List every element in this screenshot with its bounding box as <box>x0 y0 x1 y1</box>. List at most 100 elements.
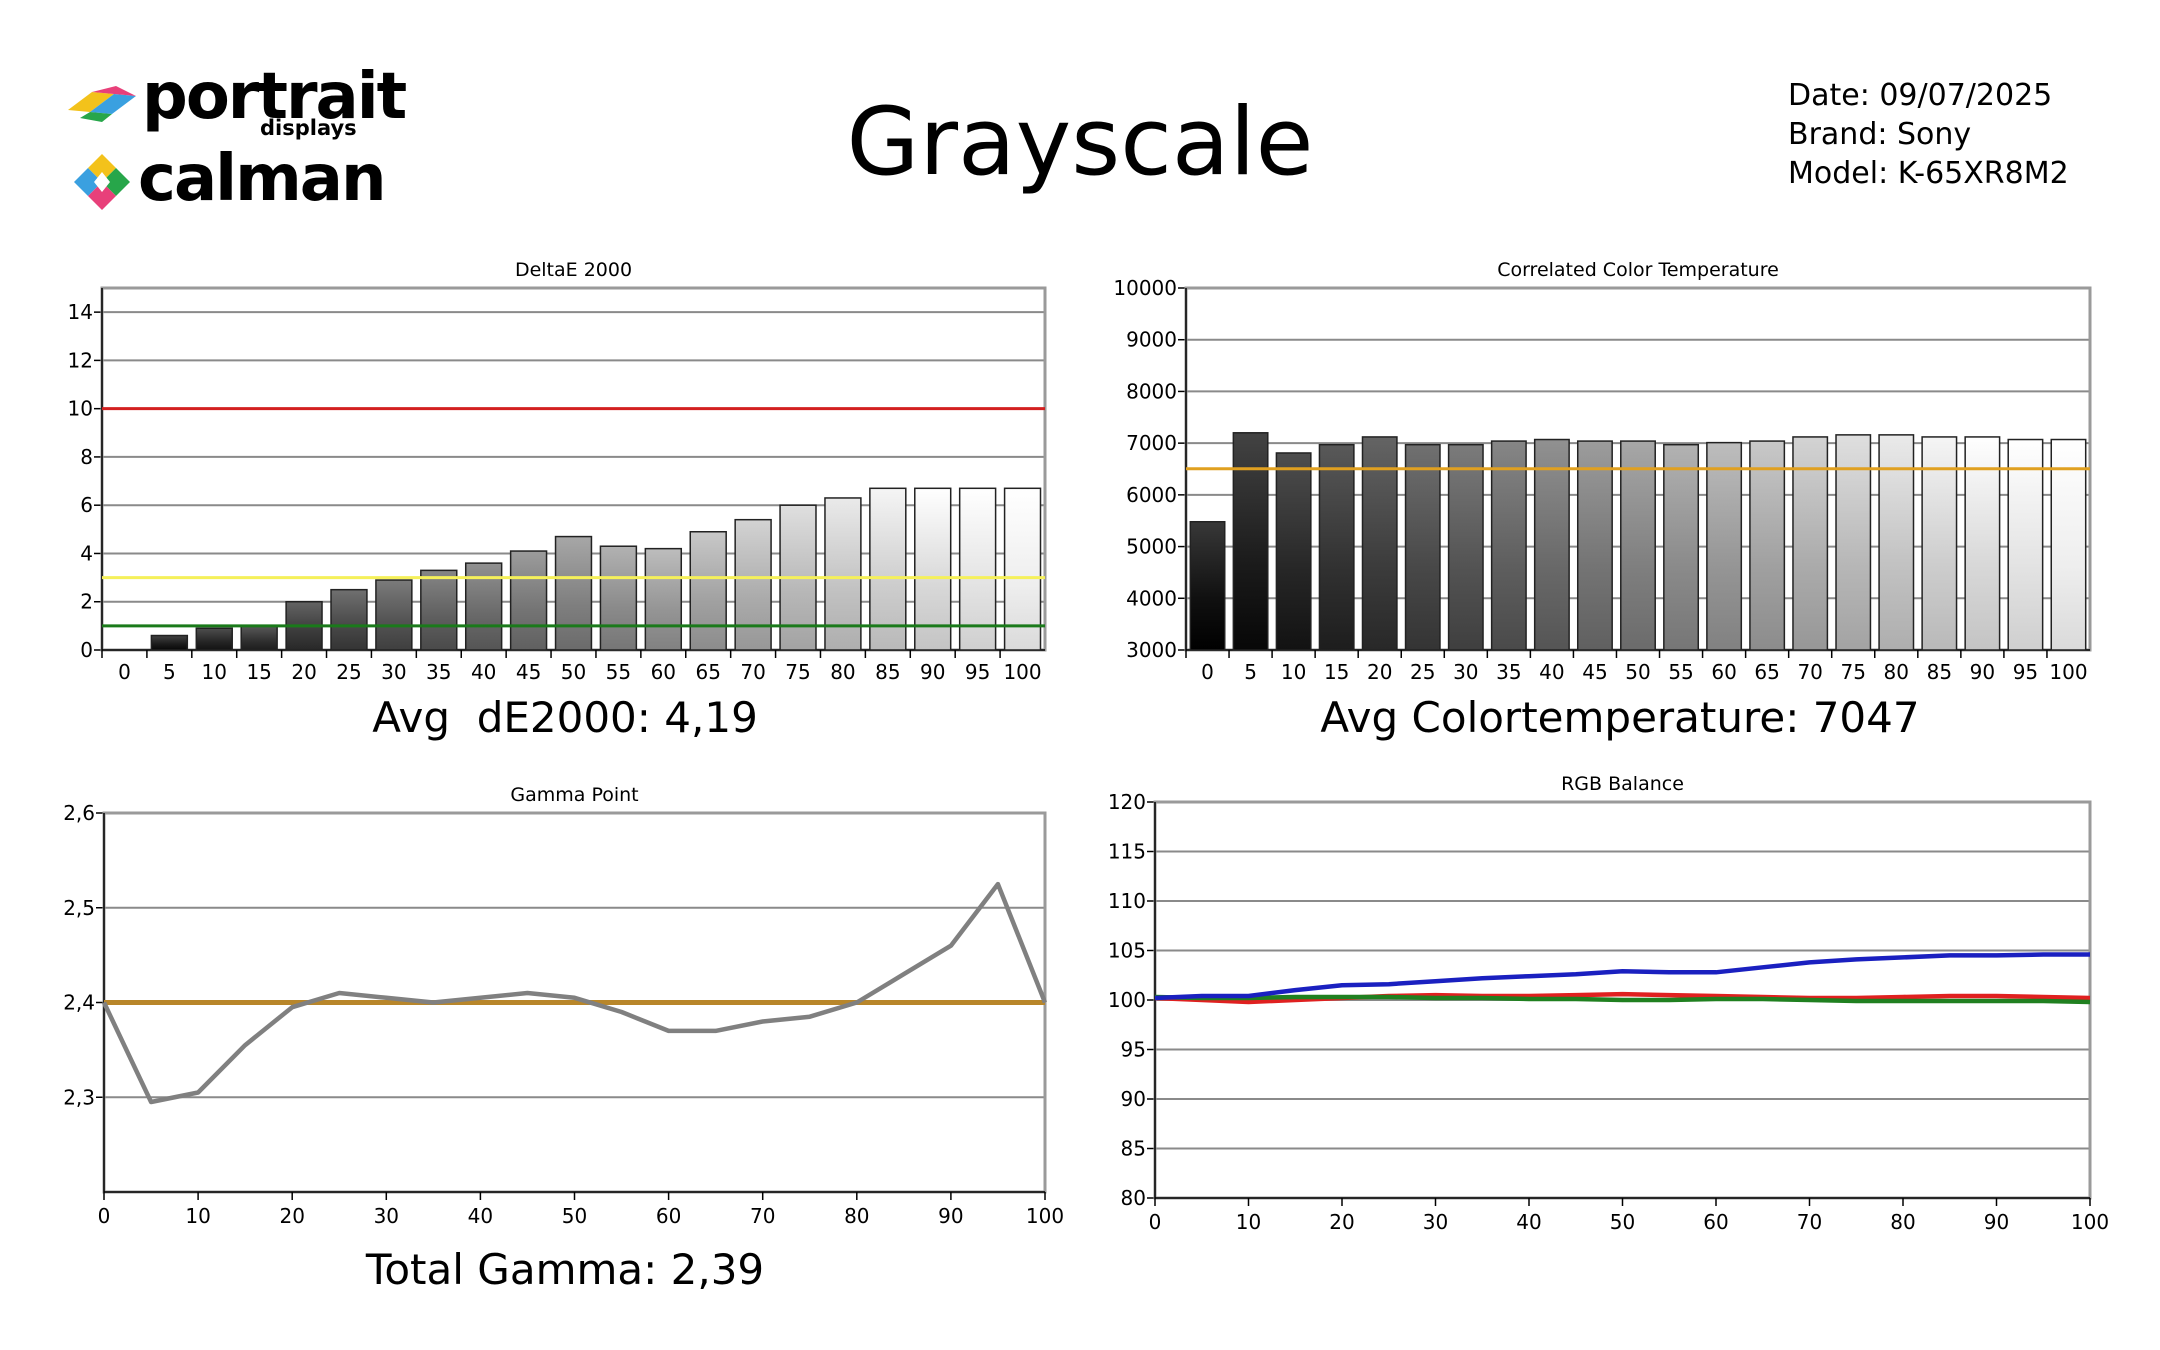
bar-5 <box>1232 432 1269 651</box>
rgb-series-line-1 <box>1154 994 2091 1005</box>
deltae-chart-title: DeltaE 2000 <box>515 259 632 281</box>
x-tick-label: 40 <box>1539 660 1564 684</box>
bar-15 <box>1318 443 1355 651</box>
bar-25 <box>1404 443 1441 651</box>
x-tick-label: 10 <box>202 660 227 684</box>
logo-displays-text: displays <box>260 116 357 140</box>
x-tick-label: 35 <box>1496 660 1521 684</box>
bar-65 <box>1749 440 1786 651</box>
x-tick-label: 65 <box>1754 660 1779 684</box>
x-tick-label: 50 <box>1625 660 1650 684</box>
bar-85 <box>869 487 907 651</box>
x-tick-label: 50 <box>1610 1210 1635 1234</box>
bar-65 <box>689 530 727 651</box>
x-tick-label: 30 <box>1423 1210 1448 1234</box>
rgb-series-line-2 <box>1154 952 2090 1001</box>
y-tick-label: 8000 <box>1126 379 1177 403</box>
y-tick-label: 90 <box>1121 1087 1146 1111</box>
bar-35 <box>1490 440 1527 651</box>
x-tick-label: 60 <box>1703 1210 1728 1234</box>
gamma-chart-title: Gamma Point <box>510 784 638 806</box>
x-tick-label: 35 <box>426 660 451 684</box>
bar-45 <box>509 550 548 651</box>
x-tick-label: 0 <box>1149 1210 1162 1234</box>
x-tick-label: 50 <box>562 1204 587 1228</box>
x-tick-label: 0 <box>98 1204 111 1228</box>
x-tick-label: 30 <box>374 1204 399 1228</box>
x-tick-label: 15 <box>246 660 271 684</box>
x-tick-label: 90 <box>1984 1210 2009 1234</box>
x-tick-label: 40 <box>1516 1210 1541 1234</box>
bar-0 <box>1189 520 1226 651</box>
rgb-chart: RGB Balance 80 85 90 95 100 105 110 115 120 0 10 20 3… <box>1108 773 2109 1234</box>
gamma-series-line-0 <box>101 881 1048 1105</box>
bar-50 <box>554 535 593 651</box>
report-brand: Brand: Sony <box>1788 117 1972 152</box>
x-tick-label: 10 <box>185 1204 210 1228</box>
x-tick-label: 90 <box>1970 660 1995 684</box>
x-tick-label: 50 <box>561 660 586 684</box>
cct-chart: Correlated Color Temperature 3000 4000 5000… <box>1113 259 2092 684</box>
y-tick-label: 7000 <box>1126 431 1177 455</box>
x-tick-label: 65 <box>695 660 720 684</box>
bar-100 <box>2050 438 2087 651</box>
x-tick-label: 40 <box>471 660 496 684</box>
report-model: Model: K-65XR8M2 <box>1788 156 2069 191</box>
y-tick-label: 10000 <box>1113 276 1177 300</box>
x-tick-label: 80 <box>830 660 855 684</box>
x-tick-label: 60 <box>651 660 676 684</box>
bar-70 <box>734 518 772 651</box>
y-tick-label: 95 <box>1121 1038 1146 1062</box>
x-tick-label: 5 <box>163 660 176 684</box>
rgb-series-line-0 <box>1154 991 2091 1005</box>
y-tick-label: 2,5 <box>63 896 95 920</box>
x-tick-label: 55 <box>1668 660 1693 684</box>
y-tick-label: 6000 <box>1126 483 1177 507</box>
y-tick-label: 115 <box>1108 840 1146 864</box>
portrait-logo-mark-icon <box>68 86 136 122</box>
x-tick-label: 100 <box>1026 1204 1064 1228</box>
x-tick-label: 5 <box>1244 660 1257 684</box>
y-tick-label: 14 <box>68 300 93 324</box>
x-tick-label: 10 <box>1281 660 1306 684</box>
calman-logo-mark-icon <box>74 154 130 210</box>
x-tick-label: 40 <box>468 1204 493 1228</box>
x-tick-label: 70 <box>750 1204 775 1228</box>
y-tick-label: 110 <box>1108 889 1146 913</box>
y-tick-label: 2,4 <box>63 991 95 1015</box>
x-tick-label: 75 <box>785 660 810 684</box>
x-tick-label: 75 <box>1841 660 1866 684</box>
bar-50 <box>1620 440 1656 651</box>
x-tick-label: 70 <box>1797 660 1822 684</box>
x-tick-label: 20 <box>279 1204 304 1228</box>
y-tick-label: 10 <box>68 397 93 421</box>
bar-70 <box>1792 436 1829 651</box>
x-tick-label: 70 <box>1797 1210 1822 1234</box>
gamma-summary: Total Gamma: 2,39 <box>365 1245 765 1294</box>
report-meta: Date: 09/07/2025 Brand: Sony Model: K-65… <box>1788 76 2069 193</box>
logo-calman-text: calman <box>138 142 386 216</box>
bar-95 <box>2007 438 2044 651</box>
bar-30 <box>375 579 413 651</box>
x-tick-label: 60 <box>1711 660 1736 684</box>
deltae-chart: DeltaE 2000 0 2 4 6 8 10 12 14 0 5 10 15 20 25 30 35 40 45… <box>68 259 1047 684</box>
x-tick-label: 90 <box>920 660 945 684</box>
y-tick-label: 2,6 <box>63 801 95 825</box>
x-tick-label: 20 <box>1329 1210 1354 1234</box>
bar-60 <box>644 547 683 651</box>
y-tick-label: 5000 <box>1126 535 1177 559</box>
bar-10 <box>1275 452 1312 651</box>
x-tick-label: 100 <box>2071 1210 2109 1234</box>
bar-85 <box>1921 436 1958 651</box>
bar-75 <box>1835 434 1872 651</box>
y-tick-label: 85 <box>1121 1137 1146 1161</box>
bar-35 <box>420 569 458 651</box>
y-tick-label: 9000 <box>1126 328 1177 352</box>
x-tick-label: 30 <box>381 660 406 684</box>
x-tick-label: 25 <box>1410 660 1435 684</box>
bar-55 <box>1663 443 1700 651</box>
y-tick-label: 2 <box>80 590 93 614</box>
x-tick-label: 80 <box>1884 660 1909 684</box>
x-tick-label: 45 <box>516 660 541 684</box>
cct-chart-title: Correlated Color Temperature <box>1497 259 1779 281</box>
